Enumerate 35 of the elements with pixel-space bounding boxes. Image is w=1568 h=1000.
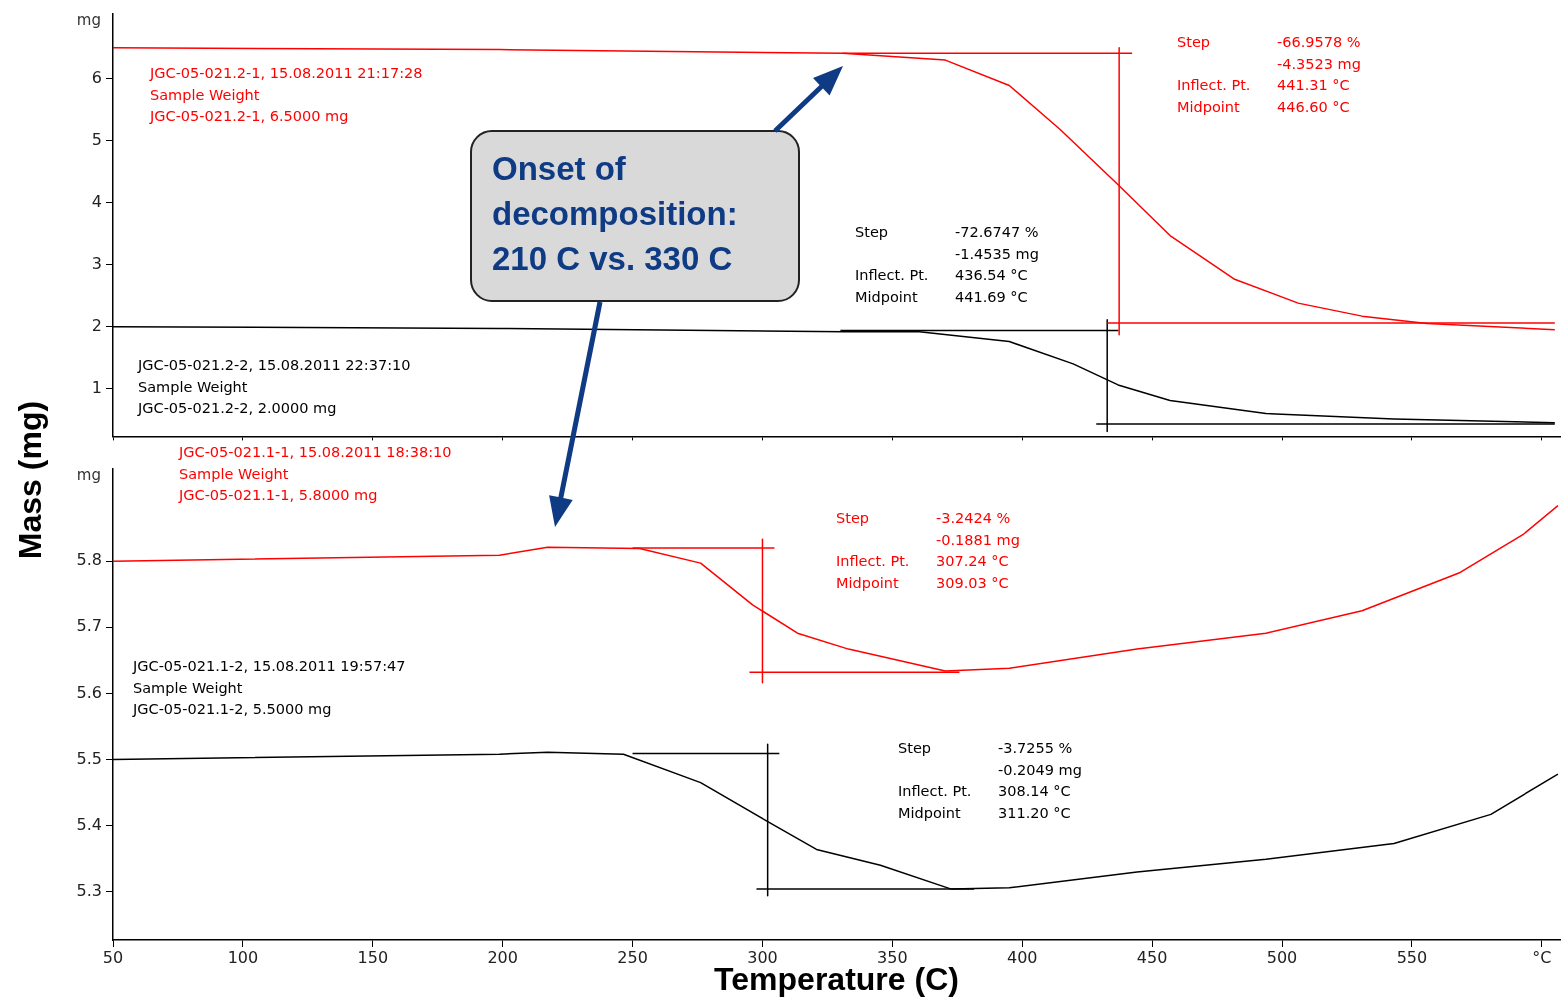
text: Step -3.2424 % -0.1881 mg Inflect. Pt. 307.24 °C Midpoint 309.03 °C (836, 510, 1020, 591)
annotation: JGC-05-021.1-2, 15.08.2011 19:57:47 Sample Weight JGC-05-021.1-2, 5.5000 mg (133, 657, 406, 719)
y-tick-label: 2 (91, 315, 102, 335)
y-tick-label: 3 (91, 253, 102, 273)
annotation: JGC-05-021.1-1, 15.08.2011 18:38:10 Sample Weight JGC-05-021.1-1, 5.8000 mg (179, 443, 452, 505)
y-tick-label: 5.7 (76, 616, 102, 636)
y-axis-title: mg (76, 466, 101, 485)
annotation: JGC-05-021.2-2, 15.08.2011 22:37:10 Sample Weight JGC-05-021.2-2, 2.0000 mg (138, 356, 411, 418)
y-tick-label: 5.8 (76, 550, 102, 570)
y-tick-label: 5.3 (76, 880, 102, 900)
x-tick-label: 50 (102, 947, 124, 967)
x-tick-label: 150 (357, 947, 389, 967)
x-tick-label: 250 (617, 947, 648, 967)
x-tick-label: 550 (1396, 947, 1428, 967)
annotation: Onset of decomposition: 210 C vs. 330 C (470, 130, 800, 302)
x-tick-label: 400 (1006, 947, 1038, 967)
annotation: JGC-05-021.2-1, 15.08.2011 21:17:28 Sample Weight JGC-05-021.2-1, 6.5000 mg (150, 64, 423, 126)
text: Step -72.6747 % -1.4535 mg Inflect. Pt. 436.54 °C Midpoint 441.69 °C (855, 224, 1039, 305)
y-tick-label: 5.6 (76, 682, 102, 702)
text: Mass (mg) (11, 400, 49, 560)
x-tick-label: 350 (877, 947, 908, 967)
y-tick-label: 5.4 (76, 814, 102, 834)
x-tick-label: 450 (1136, 947, 1168, 967)
x-tick-label: °C (1532, 947, 1552, 967)
x-tick-label: 500 (1266, 947, 1298, 967)
y-tick-label: 4 (91, 191, 102, 211)
text: Step -3.7255 % -0.2049 mg Inflect. Pt. 308.14 °C Midpoint 311.20 °C (898, 740, 1082, 821)
text: Step -66.9578 % -4.3523 mg Inflect. Pt. 441.31 °C Midpoint 446.60 °C (1177, 34, 1361, 115)
y-tick-label: 5 (91, 129, 102, 149)
y-tick-label: 6 (91, 67, 102, 87)
y-tick-label: 1 (91, 377, 102, 397)
y-tick-label: 5.5 (76, 748, 102, 768)
x-tick-label: 200 (487, 947, 518, 967)
x-tick-label: 100 (227, 947, 259, 967)
y-axis-title: mg (76, 11, 101, 30)
